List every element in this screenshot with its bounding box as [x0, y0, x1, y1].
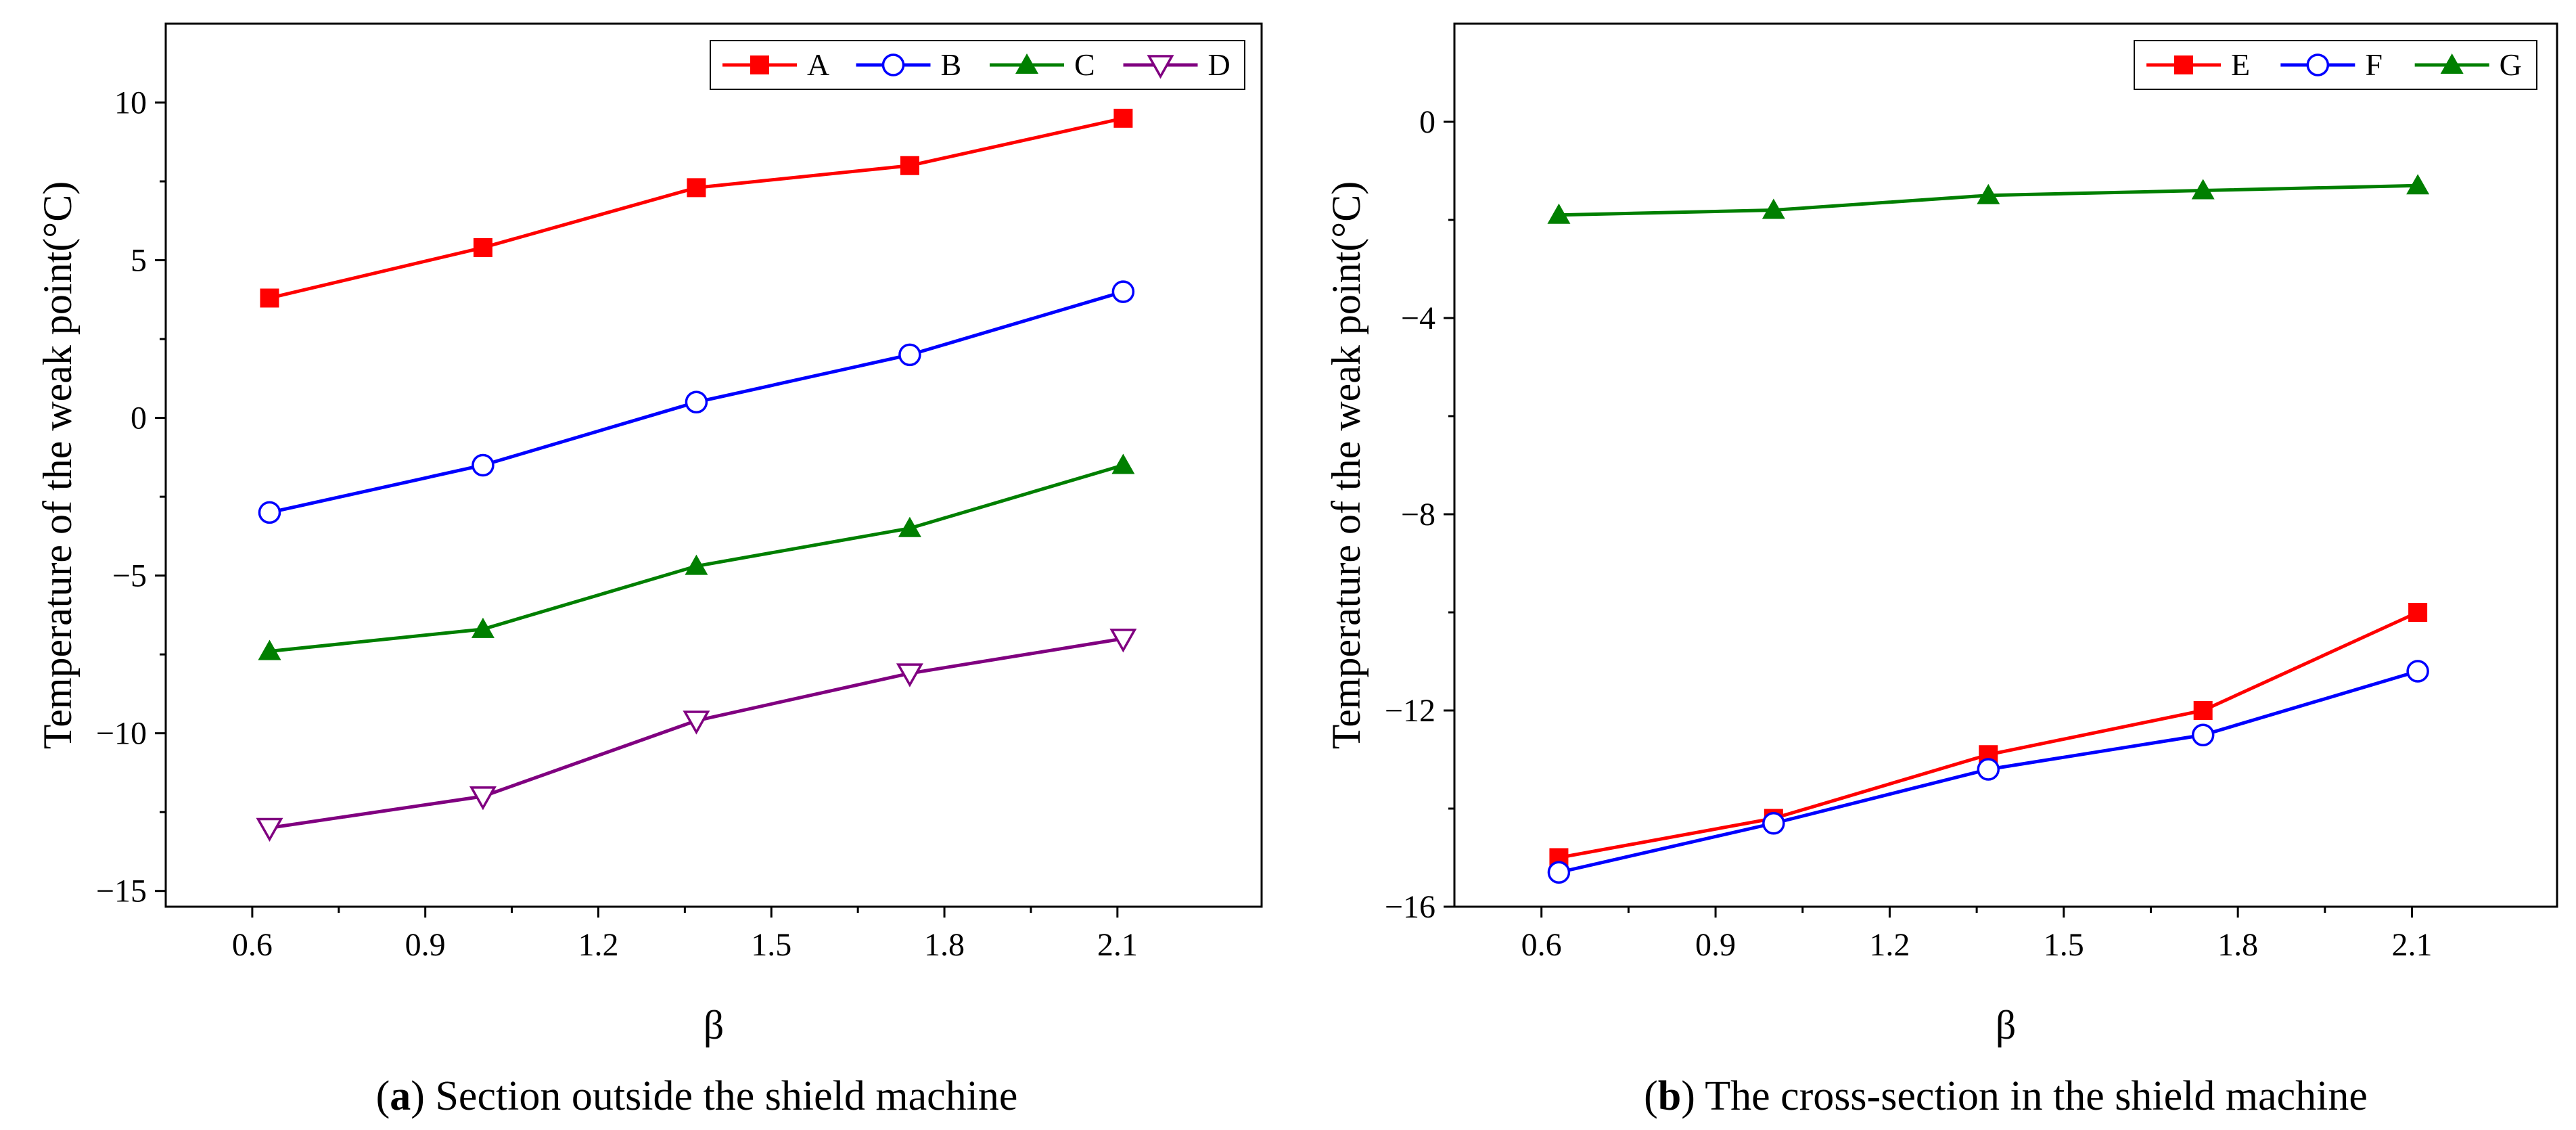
data-point-G: [2191, 179, 2215, 200]
x-axis-title: β: [704, 1003, 724, 1047]
panel-caption: (b) The cross-section in the shield mach…: [1644, 1073, 2368, 1119]
y-axis-title: Temperature of the weak point(°C): [35, 181, 80, 749]
data-point-F: [1547, 861, 1571, 884]
data-point-B: [1111, 280, 1135, 303]
data-point-C: [898, 516, 921, 537]
data-point-F: [1762, 812, 1785, 835]
y-tick-label: −10: [96, 716, 147, 752]
series-D: [256, 629, 1137, 842]
data-point-C: [1111, 453, 1135, 474]
x-tick-label: 2.1: [2392, 927, 2433, 963]
data-point-B: [685, 390, 708, 414]
legend-marker-G: [2440, 53, 2464, 74]
x-tick-label: 0.6: [232, 927, 273, 963]
plot-frame: [164, 22, 1263, 908]
legend-marker-C: [1015, 53, 1038, 74]
x-tick-label: 0.9: [405, 927, 446, 963]
caption-text: The cross-section in the shield machine: [1705, 1073, 2368, 1119]
data-point-G: [2406, 174, 2430, 195]
x-tick-label: 0.9: [1695, 927, 1736, 963]
data-point-C: [685, 554, 708, 575]
x-tick-label: 1.8: [924, 927, 965, 963]
legend-label-F: F: [2365, 47, 2383, 82]
data-point-D: [469, 786, 497, 811]
data-point-D: [1109, 629, 1137, 653]
caption-close-paren: ): [1681, 1073, 1705, 1119]
y-tick-label: 0: [131, 401, 147, 436]
chart-panel-b: 0.6 0.9 1.2 1.5 1.8 2.1 0 −4 −8 −12 −16 β Temperatur…: [1324, 22, 2558, 1119]
data-point-D: [896, 663, 923, 687]
y-tick-label: −12: [1385, 693, 1435, 729]
data-point-A: [473, 238, 492, 257]
caption-close-paren: ): [411, 1073, 435, 1119]
panel-label: a: [390, 1073, 411, 1119]
x-tick-label: 1.2: [1869, 927, 1910, 963]
legend-label-D: D: [1208, 47, 1230, 82]
caption-open-paren: (: [1644, 1073, 1658, 1119]
y-tick-label: −16: [1385, 889, 1435, 925]
chart-panel-a: 0.6 0.9 1.2 1.5 1.8 2.1 10 5 0 −5 −10 −15 β Temperatu…: [35, 22, 1263, 1119]
series-G: [1547, 174, 2430, 224]
caption-text: Section outside the shield machine: [435, 1073, 1017, 1119]
legend-label-A: A: [807, 47, 829, 82]
y-tick-label: −15: [96, 874, 147, 909]
x-tick-label: 1.2: [578, 927, 618, 963]
legend-marker-E: [2174, 55, 2193, 74]
x-tick-label: 1.8: [2217, 927, 2258, 963]
data-point-F: [2191, 723, 2215, 746]
plot-frame: [1453, 22, 2558, 908]
panel-label: b: [1658, 1073, 1681, 1119]
legend-marker-A: [750, 55, 769, 74]
panel-caption: (a) Section outside the shield machine: [376, 1073, 1018, 1119]
series-C: [258, 453, 1135, 660]
data-point-G: [1762, 198, 1785, 219]
series-B: [258, 280, 1135, 524]
data-point-B: [898, 343, 921, 367]
y-tick-label: −5: [112, 558, 147, 594]
legend-marker-B: [881, 53, 905, 76]
data-point-C: [258, 639, 281, 660]
x-axis-title: β: [1996, 1003, 2017, 1047]
legend-label-E: E: [2231, 47, 2250, 82]
series-A: [260, 108, 1133, 308]
legend-label-C: C: [1074, 47, 1095, 82]
data-point-C: [471, 617, 495, 638]
data-point-D: [683, 710, 710, 735]
data-point-A: [1113, 108, 1133, 128]
data-point-F: [1977, 758, 2000, 781]
x-tick-label: 1.5: [751, 927, 791, 963]
data-point-E: [2408, 603, 2428, 622]
series-line-E: [1558, 610, 2419, 859]
series-E: [1549, 603, 2428, 867]
data-point-F: [2406, 660, 2429, 683]
data-point-B: [258, 501, 281, 524]
y-tick-label: 5: [131, 243, 147, 279]
series-F: [1547, 660, 2429, 884]
x-tick-label: 0.6: [1521, 927, 1562, 963]
legend: A B C D: [710, 40, 1245, 90]
data-point-B: [472, 453, 495, 477]
legend-label-G: G: [2500, 47, 2522, 82]
y-axis-title: Temperature of the weak point(°C): [1324, 181, 1368, 749]
x-tick-label: 2.1: [1097, 927, 1138, 963]
legend: E F G: [2134, 40, 2537, 90]
data-point-A: [687, 178, 706, 198]
y-tick-label: −8: [1401, 497, 1435, 533]
data-point-D: [256, 817, 283, 842]
y-tick-label: −4: [1401, 300, 1435, 336]
data-point-G: [1547, 203, 1571, 224]
legend-marker-D: [1147, 55, 1174, 79]
y-tick-label: 0: [1419, 104, 1435, 140]
data-point-G: [1977, 183, 2000, 204]
series-line-A: [269, 116, 1124, 300]
y-tick-label: 10: [114, 85, 147, 121]
data-point-A: [260, 288, 279, 308]
data-point-A: [900, 156, 919, 175]
x-tick-label: 1.5: [2044, 927, 2084, 963]
caption-open-paren: (: [376, 1073, 390, 1119]
legend-label-B: B: [941, 47, 962, 82]
data-point-E: [2193, 701, 2213, 720]
legend-marker-F: [2306, 53, 2330, 76]
